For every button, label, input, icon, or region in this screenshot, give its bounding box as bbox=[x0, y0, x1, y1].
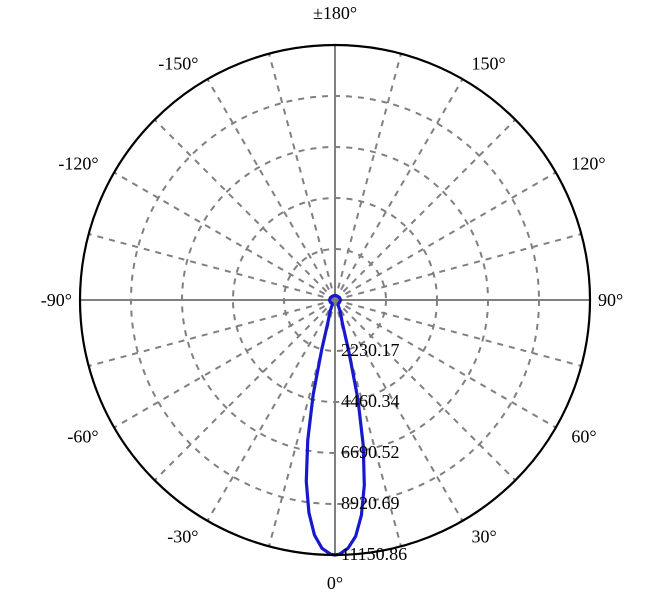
angle-label: -90° bbox=[41, 290, 72, 310]
angle-label: 90° bbox=[598, 290, 623, 310]
angle-label: 150° bbox=[472, 54, 506, 74]
polar-svg: 2230.17 4460.34 6690.52 8920.69 11150.86 0° 30… bbox=[0, 0, 670, 607]
radial-label: 8920.69 bbox=[341, 493, 400, 513]
radial-label: 4460.34 bbox=[341, 391, 400, 411]
angle-label: 120° bbox=[571, 154, 605, 174]
angle-label: 60° bbox=[571, 427, 596, 447]
radial-label: 2230.17 bbox=[341, 340, 400, 360]
radial-label: 6690.52 bbox=[341, 442, 400, 462]
angle-label: -120° bbox=[58, 154, 98, 174]
angle-label: ±180° bbox=[313, 3, 357, 23]
angle-label: -30° bbox=[167, 526, 198, 546]
radial-label: 11150.86 bbox=[341, 544, 407, 564]
angle-label: 30° bbox=[472, 526, 497, 546]
angle-label: 0° bbox=[327, 573, 343, 593]
angle-label: -60° bbox=[67, 427, 98, 447]
polar-chart: 2230.17 4460.34 6690.52 8920.69 11150.86 0° 30… bbox=[0, 0, 670, 607]
angle-label: -150° bbox=[158, 54, 198, 74]
